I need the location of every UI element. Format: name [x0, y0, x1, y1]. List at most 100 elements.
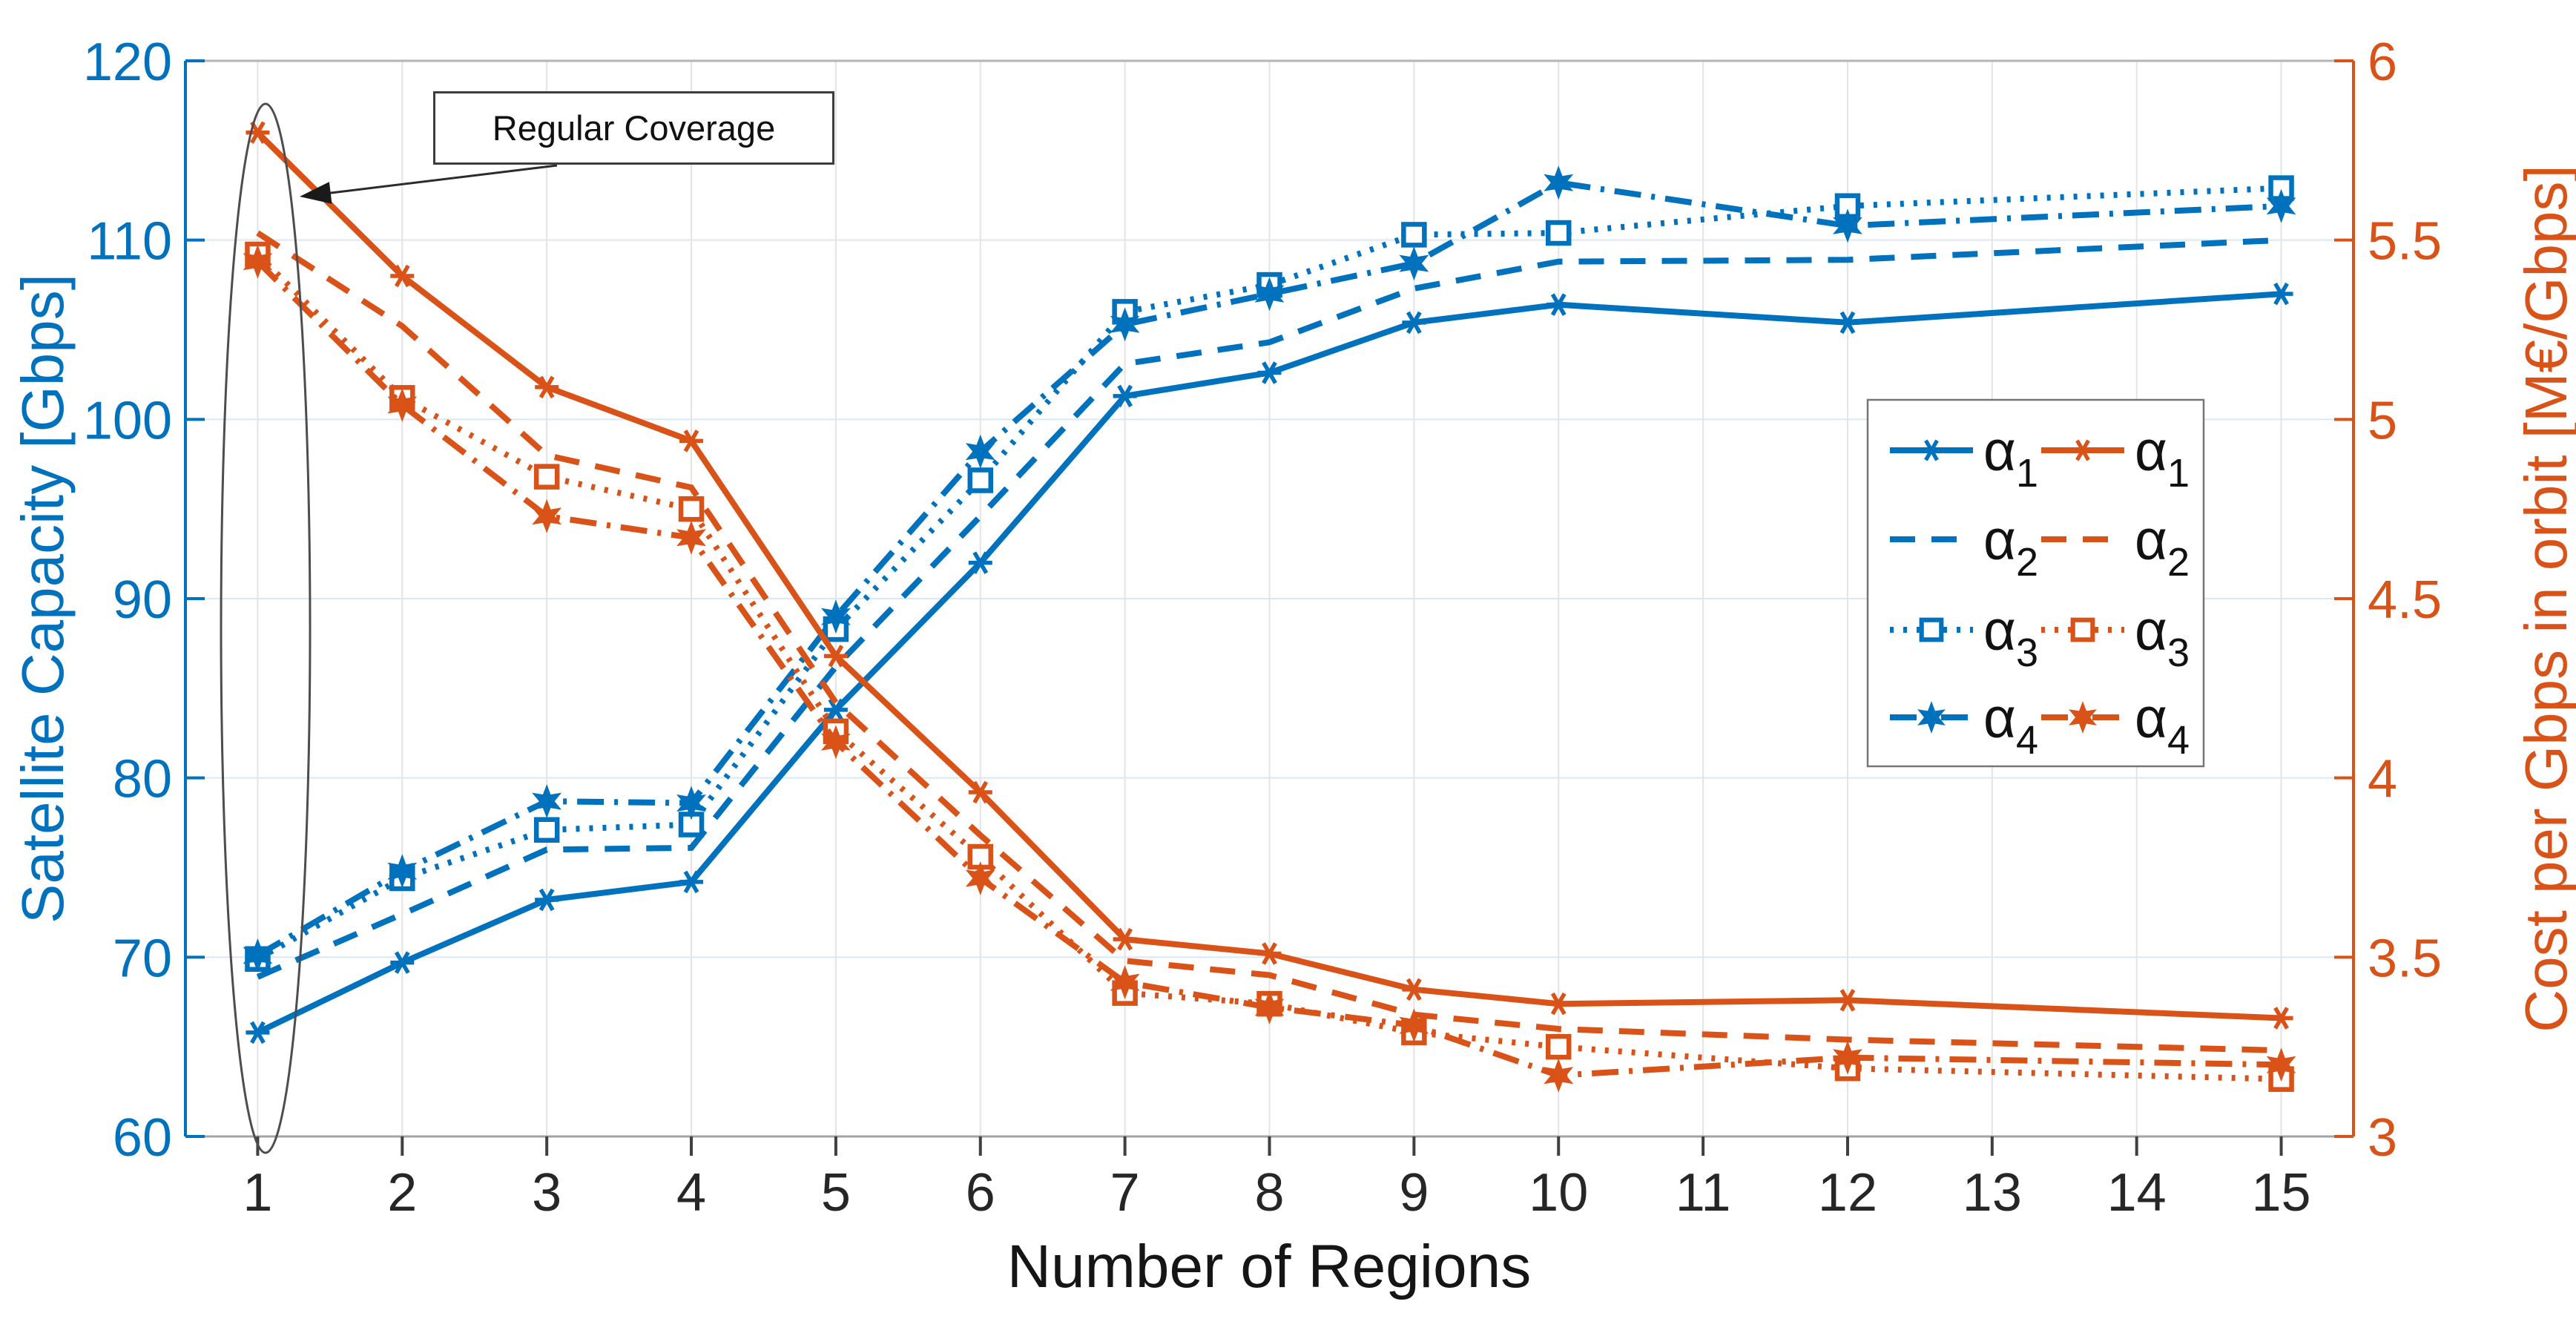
asterisk-marker-icon: [394, 951, 410, 974]
hexagram-marker-icon: [2266, 188, 2296, 223]
hexagram-marker-icon: [1254, 277, 1285, 312]
x-tick-label: 8: [1254, 1163, 1284, 1223]
asterisk-marker-icon: [972, 551, 989, 574]
square-marker-icon: [1545, 220, 1572, 246]
asterisk-marker-icon: [1839, 311, 1856, 335]
square-marker-icon: [967, 467, 994, 493]
asterisk-marker-icon: [538, 375, 555, 399]
hexagram-marker-icon: [387, 854, 418, 889]
legend-row-3: α3 α3: [1890, 599, 2190, 675]
hexagram-marker-icon: [965, 861, 995, 895]
series-cost-alpha2: [256, 230, 2282, 1053]
x-tick-label: 3: [532, 1163, 561, 1223]
square-marker-icon: [1919, 617, 1944, 642]
square-marker-icon: [1401, 222, 1427, 248]
hexagram-marker-icon: [1399, 1008, 1429, 1043]
x-tick-label: 5: [821, 1163, 851, 1223]
right-tick-label: 5: [2368, 391, 2397, 450]
asterisk-marker-icon: [683, 870, 699, 894]
hexagram-marker-icon: [1544, 1058, 1574, 1093]
asterisk-marker-icon: [250, 1021, 266, 1044]
right-tick-label: 4.5: [2368, 570, 2442, 630]
x-tick-label: 12: [1818, 1163, 1877, 1223]
tick-marks: [185, 59, 2353, 1156]
legend-label-cost-alpha4: α4: [2135, 687, 2190, 763]
left-tick-label: 100: [83, 391, 172, 450]
right-tick-label: 5.5: [2368, 212, 2442, 272]
x-tick-label: 2: [387, 1163, 417, 1223]
x-tick-label: 15: [2252, 1163, 2311, 1223]
square-marker-icon: [533, 817, 560, 843]
asterisk-marker-icon: [1406, 978, 1422, 1001]
hexagram-marker-icon: [676, 786, 706, 820]
series-capacity-alpha4: [243, 165, 2296, 973]
hexagram-marker-icon: [532, 498, 562, 533]
asterisk-marker-icon: [2075, 439, 2090, 461]
x-tick-label: 9: [1399, 1163, 1429, 1223]
right-tick-label: 3: [2368, 1108, 2397, 1168]
asterisk-marker-icon: [250, 121, 266, 144]
series-line-cost-alpha3: [255, 252, 2282, 1082]
hexagram-marker-icon: [1254, 990, 1285, 1024]
hexagram-marker-icon: [387, 388, 418, 422]
hexagram-marker-icon: [821, 725, 851, 760]
square-marker-icon: [678, 496, 705, 522]
asterisk-marker-icon: [972, 780, 989, 804]
asterisk-marker-icon: [683, 430, 699, 453]
series-cost-alpha1: [246, 121, 2293, 1030]
square-marker-icon: [2070, 617, 2095, 642]
annotation-arrowhead-icon: [300, 182, 332, 204]
hexagram-marker-icon: [243, 244, 273, 279]
hexagram-marker-icon: [1833, 1040, 1862, 1075]
left-tick-label: 70: [113, 929, 172, 988]
right-tick-label: 3.5: [2368, 929, 2442, 988]
asterisk-marker-icon: [828, 645, 844, 668]
x-tick-label: 14: [2107, 1163, 2167, 1223]
hexagram-marker-icon: [1110, 307, 1140, 342]
annotation-arrow-line: [318, 164, 558, 196]
x-tick-label: 11: [1676, 1163, 1731, 1223]
annotation-ellipse: [220, 102, 312, 1154]
asterisk-marker-icon: [1117, 927, 1133, 951]
series-line-capacity-alpha4: [256, 180, 2282, 958]
left-tick-label: 80: [113, 750, 172, 809]
asterisk-marker-icon: [1262, 942, 1277, 965]
series-line-cost-alpha2: [256, 230, 2282, 1053]
legend-label-capacity-alpha2: α2: [1983, 509, 2038, 585]
x-tick-label: 7: [1110, 1163, 1140, 1223]
annotation-graphics: [220, 102, 558, 1154]
legend-label-cost-alpha3: α3: [2135, 599, 2190, 675]
x-tick-label: 6: [966, 1163, 995, 1223]
x-tick-label: 10: [1529, 1163, 1588, 1223]
series-line-capacity-alpha2: [256, 237, 2282, 980]
legend-row-2: α2 α2: [1890, 509, 2190, 585]
right-tick-label: 6: [2368, 33, 2397, 92]
legend-label-cost-alpha2: α2: [2135, 509, 2190, 585]
annotation-regular-coverage: Regular Coverage: [433, 91, 834, 165]
asterisk-marker-icon: [828, 698, 844, 722]
asterisk-marker-icon: [1406, 311, 1422, 335]
right-tick-label: 4: [2368, 750, 2397, 809]
asterisk-marker-icon: [2273, 1007, 2289, 1030]
asterisk-marker-icon: [1839, 989, 1856, 1012]
asterisk-marker-icon: [1924, 439, 1939, 461]
asterisk-marker-icon: [1262, 361, 1277, 384]
series-capacity-alpha1: [246, 282, 2293, 1044]
square-marker-icon: [1545, 1033, 1572, 1060]
hexagram-marker-icon: [676, 520, 706, 555]
legend: α1 α1 α2 α2 α3 α3 α4 α4: [1866, 398, 2205, 768]
hexagram-marker-icon: [1917, 701, 1946, 734]
legend-label-cost-alpha1: α1: [2135, 420, 2190, 496]
hexagram-marker-icon: [243, 938, 273, 973]
series-line-capacity-alpha1: [256, 291, 2282, 1036]
legend-label-capacity-alpha4: α4: [1983, 687, 2038, 763]
left-tick-label: 120: [83, 33, 172, 92]
hexagram-marker-icon: [1544, 165, 1574, 200]
series-capacity-alpha2: [256, 237, 2282, 980]
square-marker-icon: [533, 464, 560, 490]
asterisk-marker-icon: [1117, 384, 1133, 408]
left-tick-label: 90: [113, 570, 172, 630]
x-tick-label: 13: [1963, 1163, 2022, 1223]
